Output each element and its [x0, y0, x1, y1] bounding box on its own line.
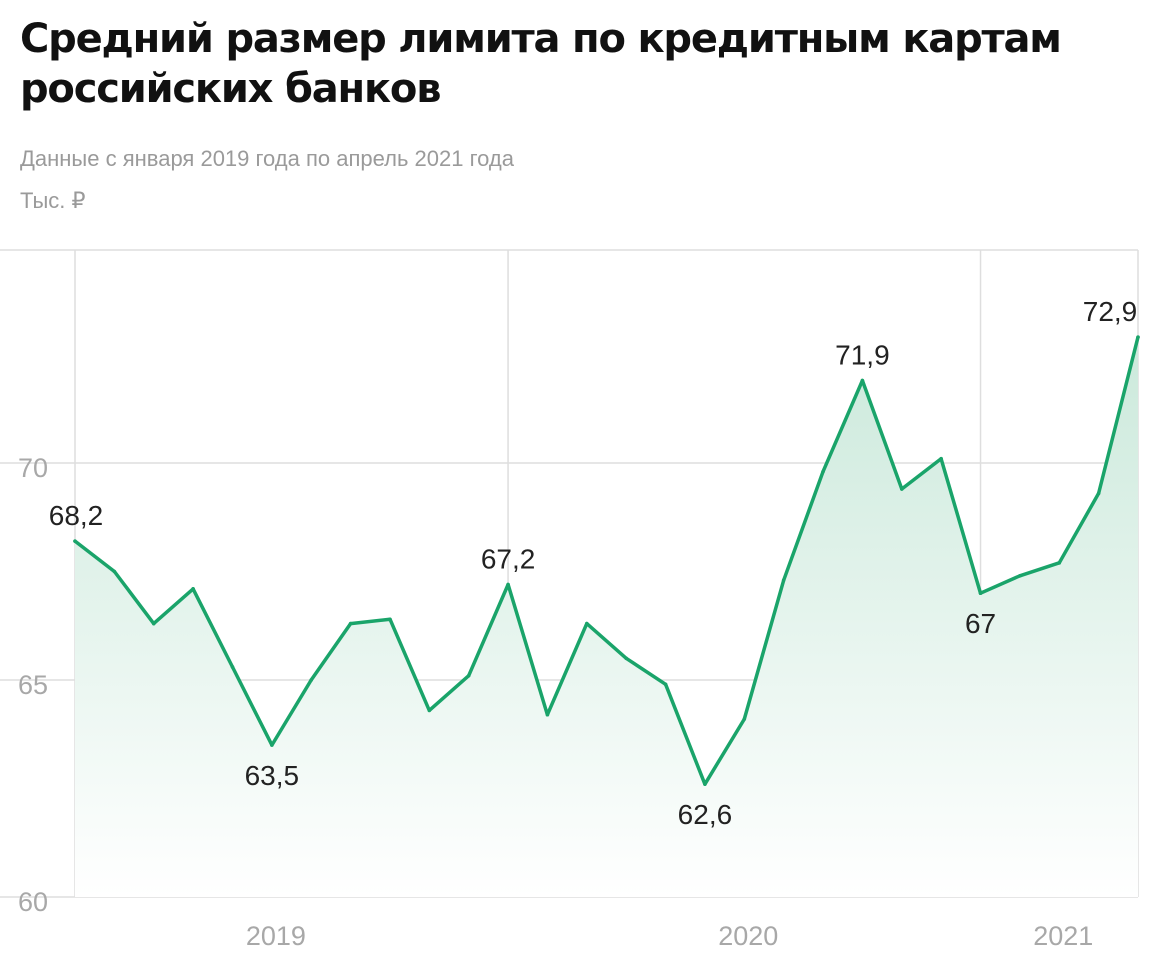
- data-point-2020-07: [781, 578, 786, 582]
- area-path: [75, 337, 1138, 898]
- data-point-2019-07: [309, 678, 314, 682]
- data-point-2020-09: [860, 378, 865, 383]
- data-point-2020-02: [585, 621, 589, 626]
- data-point-2020-12: [978, 591, 983, 595]
- data-point-2019-06: [270, 743, 274, 747]
- data-point-2019-11: [466, 673, 471, 678]
- data-point-2019-12: [506, 582, 510, 587]
- data-point-2020-11: [939, 456, 943, 461]
- y-axis: 60 65 70: [18, 453, 48, 917]
- data-point-2019-02: [112, 569, 117, 574]
- data-point-2020-01: [545, 712, 550, 717]
- data-point-2020-05: [703, 782, 707, 786]
- series-line: [73, 335, 1140, 786]
- data-label-2021-04: 72,9: [1083, 296, 1138, 327]
- data-label-2019-01: 68,2: [49, 500, 104, 531]
- data-label-2020-05: 62,6: [678, 799, 733, 830]
- y-tick-label-60: 60: [18, 887, 48, 917]
- y-tick-label-65: 65: [18, 670, 48, 700]
- data-label-2020-09: 71,9: [835, 340, 890, 371]
- chart-title: Средний размер лимита по кредитным карта…: [20, 16, 1062, 112]
- data-point-2021-02: [1057, 561, 1062, 565]
- chart-subtitle: Данные с января 2019 года по апрель 2021…: [20, 146, 514, 171]
- x-tick-label-2019: 2019: [246, 921, 306, 951]
- data-point-2019-08: [348, 621, 353, 626]
- data-point-2021-04: [1136, 335, 1140, 339]
- x-tick-label-2021: 2021: [1033, 921, 1093, 951]
- data-labels: 68,2 63,5 67,2 62,6 71,9 67 72,9: [49, 296, 1138, 830]
- data-point-2019-10: [427, 708, 432, 713]
- data-label-2019-12: 67,2: [481, 544, 536, 575]
- data-point-2020-08: [821, 469, 825, 474]
- data-point-2020-06: [742, 717, 747, 721]
- series-polyline: [73, 335, 1140, 786]
- data-point-2021-03: [1096, 491, 1101, 496]
- x-axis: 2019 2020 2021: [246, 921, 1093, 951]
- y-tick-label-70: 70: [18, 453, 48, 483]
- data-point-2019-09: [388, 617, 392, 622]
- data-point-2019-01: [73, 539, 77, 543]
- data-label-2019-06: 63,5: [245, 760, 300, 791]
- data-point-2019-03: [151, 621, 156, 626]
- data-point-2020-03: [624, 656, 628, 661]
- line-chart: 60 65 70 2019 2020 2021 68,2 63,5 67,2 62,6 71,9…: [0, 249, 1140, 951]
- data-point-2020-10: [899, 487, 904, 491]
- x-tick-label-2020: 2020: [718, 921, 778, 951]
- unit-label: Тыс. ₽: [20, 188, 86, 213]
- data-point-2019-05: [230, 665, 235, 669]
- data-point-2019-04: [191, 587, 195, 591]
- data-point-2020-04: [663, 682, 668, 687]
- data-label-2020-12: 67: [965, 608, 996, 639]
- data-point-2021-01: [1018, 574, 1022, 578]
- area-fill: [75, 337, 1138, 898]
